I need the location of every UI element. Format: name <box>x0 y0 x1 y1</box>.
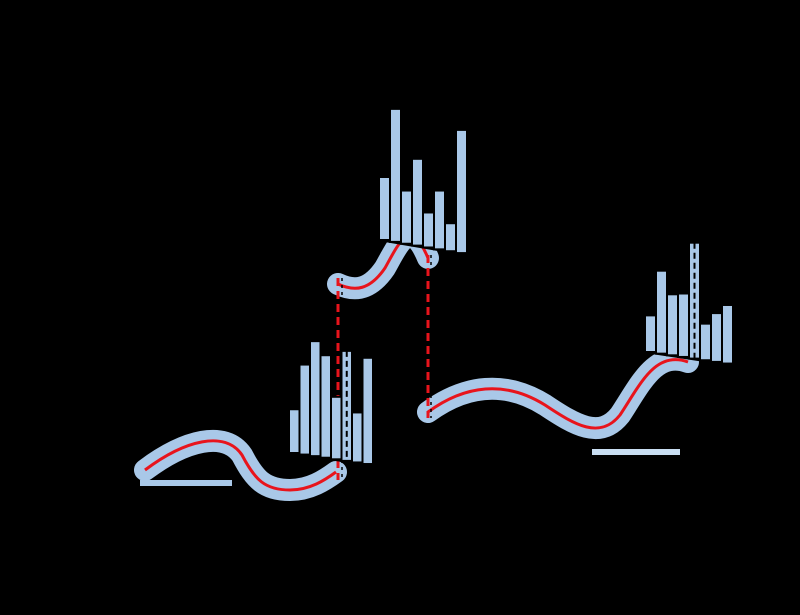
histogram-1-bar <box>298 363 311 456</box>
histogram-2 <box>378 107 468 256</box>
histogram-3-baseline <box>644 351 734 367</box>
histogram-1-bar <box>330 395 343 461</box>
segment-3 <box>417 348 699 455</box>
segment-3-curve <box>427 358 689 430</box>
segment-1 <box>134 429 347 502</box>
histogram-2-bar <box>455 128 468 255</box>
histogram-3-bar <box>688 241 701 360</box>
histogram-3-bar <box>721 303 734 365</box>
jump-link-2 <box>426 255 432 418</box>
histogram-2-bar <box>400 189 413 245</box>
histogram-3-bar <box>677 292 690 358</box>
histogram-3-bar <box>644 314 657 353</box>
histogram-1-bar <box>309 340 322 458</box>
histogram-3-bar <box>666 293 679 357</box>
histogram-2-bar <box>411 157 424 247</box>
histogram-1 <box>288 340 374 467</box>
histogram-1-bar <box>319 354 332 459</box>
histogram-1-bar <box>288 408 301 454</box>
histogram-2-bar <box>433 189 446 251</box>
histogram-2-bar <box>389 107 402 243</box>
segment-1-curve <box>144 439 337 492</box>
histogram-3-bar <box>699 322 712 362</box>
histogram-1-bar <box>361 356 374 466</box>
histogram-3-bar <box>655 269 668 355</box>
histogram-3 <box>644 241 734 367</box>
histogram-2-bar <box>444 222 457 253</box>
histogram-2-baseline <box>378 239 468 256</box>
histogram-1-baseline <box>288 452 374 467</box>
histogram-3-bar <box>710 312 723 363</box>
histogram-layer <box>288 107 734 467</box>
histogram-2-bar <box>422 211 435 249</box>
histogram-1-bar <box>351 411 364 464</box>
histogram-2-bar <box>378 176 391 241</box>
